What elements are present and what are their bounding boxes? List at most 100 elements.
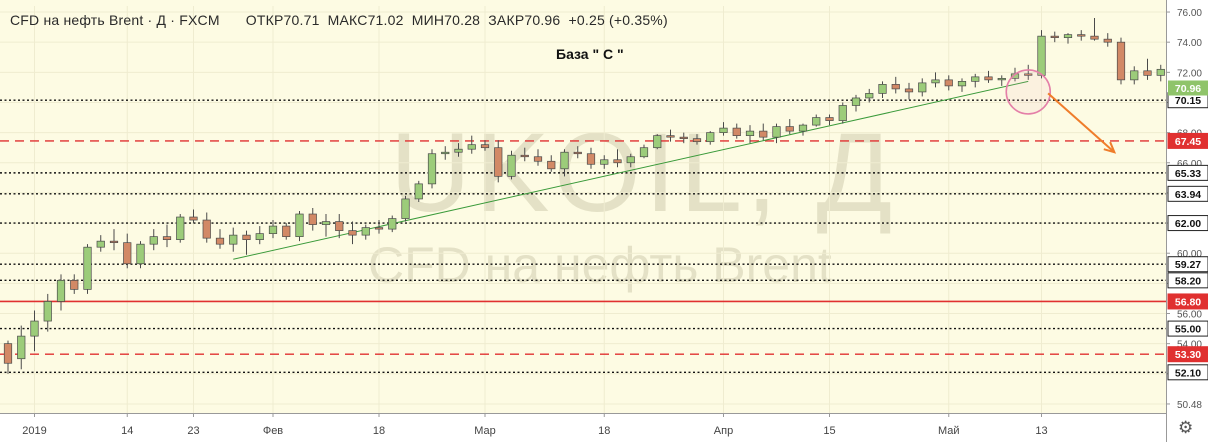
candle-body xyxy=(798,124,808,132)
candle-body xyxy=(825,117,834,121)
symbol-title[interactable]: CFD на нефть Brent · Д · FXCM xyxy=(10,12,220,28)
candle-body xyxy=(1156,68,1165,76)
candle-body xyxy=(1024,73,1033,76)
candle xyxy=(454,143,463,157)
candle-body xyxy=(759,130,768,138)
candle-body xyxy=(441,151,450,155)
time-tick-label: 23 xyxy=(187,425,199,437)
candle-body xyxy=(838,105,847,121)
candle-body xyxy=(96,240,105,248)
candle-body xyxy=(560,151,569,170)
candle-body xyxy=(904,88,914,93)
candle-body xyxy=(586,153,596,165)
time-tick-label: Апр xyxy=(714,425,733,437)
candle xyxy=(772,123,781,144)
price-tick-label: 56.00 xyxy=(1177,310,1202,321)
candle xyxy=(176,214,185,243)
candle-body xyxy=(666,135,675,138)
time-tick-label: Май xyxy=(938,425,960,437)
candle xyxy=(666,129,675,142)
highlight-circle xyxy=(1005,69,1052,115)
candle xyxy=(533,149,543,166)
candle xyxy=(1143,58,1152,80)
candle xyxy=(348,221,357,245)
candle-body xyxy=(295,213,304,237)
time-tick-label: 14 xyxy=(121,425,133,437)
candle-body xyxy=(255,233,264,240)
candle xyxy=(573,146,582,159)
candle-body xyxy=(308,213,317,225)
candle xyxy=(732,123,741,139)
candle xyxy=(626,153,635,168)
candle xyxy=(414,180,423,202)
candle-body xyxy=(494,147,503,177)
candle xyxy=(401,195,410,222)
annotation-text: База " С " xyxy=(556,46,624,62)
candle-body xyxy=(1063,34,1073,39)
candle xyxy=(17,325,26,370)
candle-body xyxy=(30,320,39,337)
price-tick-label: 74.00 xyxy=(1177,38,1202,49)
candle xyxy=(162,224,172,248)
candle xyxy=(427,149,437,189)
candle-body xyxy=(1077,34,1086,37)
candle-body xyxy=(785,126,794,132)
candle xyxy=(825,114,834,126)
candle xyxy=(189,209,198,224)
candle xyxy=(838,102,847,124)
candle xyxy=(215,229,225,249)
candle-body xyxy=(215,237,225,245)
candle-body xyxy=(891,84,900,90)
candle xyxy=(520,147,529,162)
level-tag-label: 52.10 xyxy=(1175,367,1201,379)
candle-body xyxy=(865,93,874,99)
candle-body xyxy=(706,132,715,143)
candle-body xyxy=(812,117,821,126)
level-tag-label: 58.20 xyxy=(1175,275,1201,287)
candle xyxy=(149,229,158,251)
level-tag-label: 53.30 xyxy=(1175,349,1201,361)
level-tag-box xyxy=(1167,364,1208,381)
candle-body xyxy=(348,230,357,236)
candle xyxy=(931,72,940,88)
gear-icon[interactable]: ⚙ xyxy=(1178,418,1194,437)
candle-body xyxy=(957,81,967,87)
candle-body xyxy=(229,234,238,245)
time-tick-label: Мар xyxy=(474,425,496,437)
level-tag-label: 70.15 xyxy=(1175,95,1201,107)
candle-body xyxy=(480,144,490,149)
candle-body xyxy=(1090,35,1099,40)
candle xyxy=(1156,64,1165,82)
candle-body xyxy=(626,156,635,164)
candle xyxy=(1116,37,1126,85)
candle xyxy=(1024,64,1033,80)
candle xyxy=(1037,30,1046,79)
candle-body xyxy=(533,156,543,162)
candle-body xyxy=(427,153,437,185)
candle-body xyxy=(282,225,291,237)
candle xyxy=(123,233,132,269)
level-tags: 70.15 67.45 65.33 63.94 62.00 59.27 58.20 56.80… xyxy=(1167,92,1208,381)
candle xyxy=(586,147,596,169)
time-axis-bg xyxy=(0,413,1166,442)
candle-body xyxy=(745,130,755,136)
candle-body xyxy=(202,219,211,239)
level-tag-box xyxy=(1167,256,1208,273)
candle xyxy=(997,75,1006,86)
candle-body xyxy=(1143,70,1152,76)
candle-body xyxy=(507,154,516,177)
candle-body xyxy=(56,279,66,302)
candle xyxy=(1090,18,1099,41)
candle xyxy=(1077,30,1086,41)
candle-body xyxy=(944,79,953,87)
time-tick-label: 13 xyxy=(1035,425,1047,437)
candle-body xyxy=(454,148,463,153)
level-tag-box xyxy=(1167,132,1208,149)
forecast-arrow-line xyxy=(1047,92,1116,153)
candle xyxy=(43,293,52,332)
price-tick-label: 66.00 xyxy=(1177,159,1202,170)
candle xyxy=(878,81,887,98)
candle xyxy=(268,220,278,239)
candle xyxy=(798,123,808,136)
